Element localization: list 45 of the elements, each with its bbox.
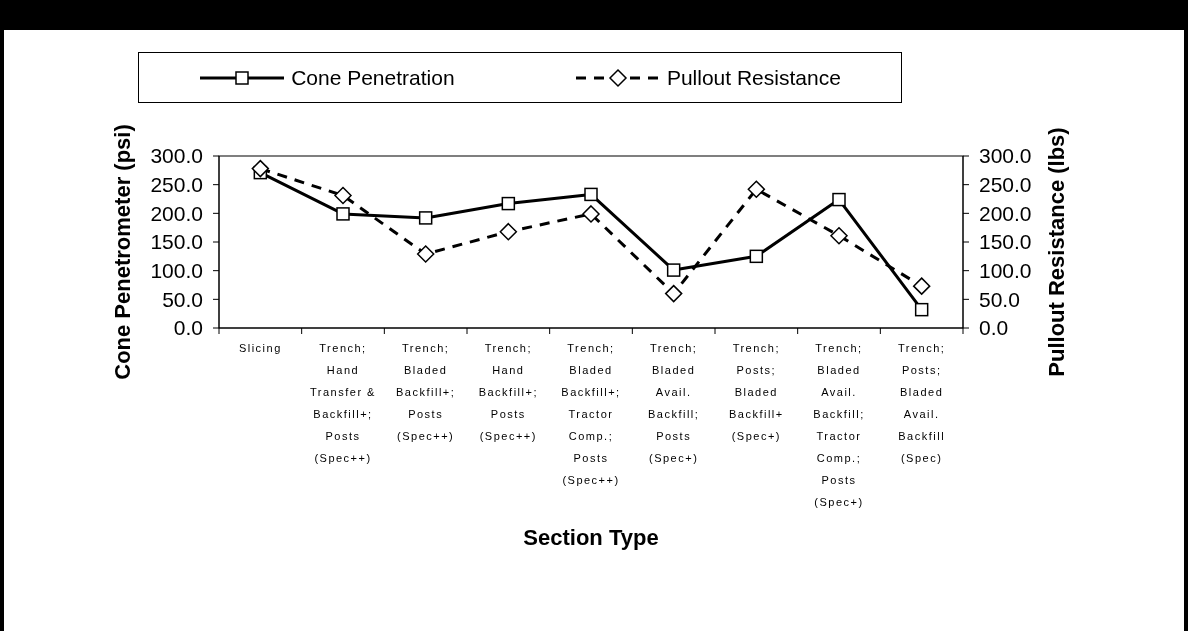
x-tick-label: Trench; Hand Transfer & Backfill+; Posts (Spec++) [310,342,376,464]
y2-tick-label: 150.0 [979,230,1032,254]
y-tick-label: 200.0 [150,201,203,225]
y-tick-label: 150.0 [150,230,203,254]
point [912,277,931,295]
y-tick-label: 250.0 [150,173,203,197]
y2-tick-label: 100.0 [979,259,1032,283]
y2-axis-title: Pullout Resistance (lbs) [1044,127,1070,377]
point [336,207,350,221]
y-tick-label: 50.0 [162,287,203,311]
point [416,245,435,263]
x-tick-label: Trench; Hand Backfill+; Posts (Spec++) [478,342,538,442]
point [418,211,433,225]
y-tick-label: 100.0 [150,259,203,283]
y-tick-label: 300.0 [150,144,203,168]
x-tick-label: Trench; Bladed Backfill+; Posts (Spec++) [396,342,456,442]
point [830,226,848,245]
point [832,192,846,207]
point [582,205,600,223]
point [747,180,766,198]
point [664,284,683,303]
y2-tick-label: 200.0 [979,201,1032,225]
point [251,159,270,178]
x-tick-label: Trench; Bladed Avail. Backfill; Posts (Spec+) [647,342,700,464]
legend-label: Pullout Resistance [666,65,841,90]
y-tick-label: 0.0 [173,316,203,340]
x-tick-label: Trench; Posts; Bladed Backfill+ (Spec+) [728,342,784,442]
x-tick-label: Trench; Bladed Avail. Backfill; Tractor Comp.; Posts (Spec+) [813,342,865,508]
point [666,263,681,277]
x-tick-label: Trench; Bladed Backfill+; Tractor Comp.; Posts (Spec++) [561,342,621,486]
point [914,302,929,317]
point [584,187,598,202]
y2-tick-label: 300.0 [979,144,1032,168]
x-tick-label: Slicing [238,342,282,354]
y2-tick-label: 250.0 [979,173,1032,197]
point [499,222,518,241]
y2-tick-label: 50.0 [979,287,1020,311]
point [501,196,516,211]
point [334,186,352,205]
y2-tick-label: 0.0 [979,316,1009,340]
x-axis-title: Section Type [523,525,659,551]
legend-label: Cone Penetration [291,65,455,90]
x-tick-label: Trench; Posts; Bladed Avail. Backfill (Spec) [897,342,946,464]
point [749,249,764,264]
y-axis-title: Cone Penetrometer (psi) [110,124,136,380]
